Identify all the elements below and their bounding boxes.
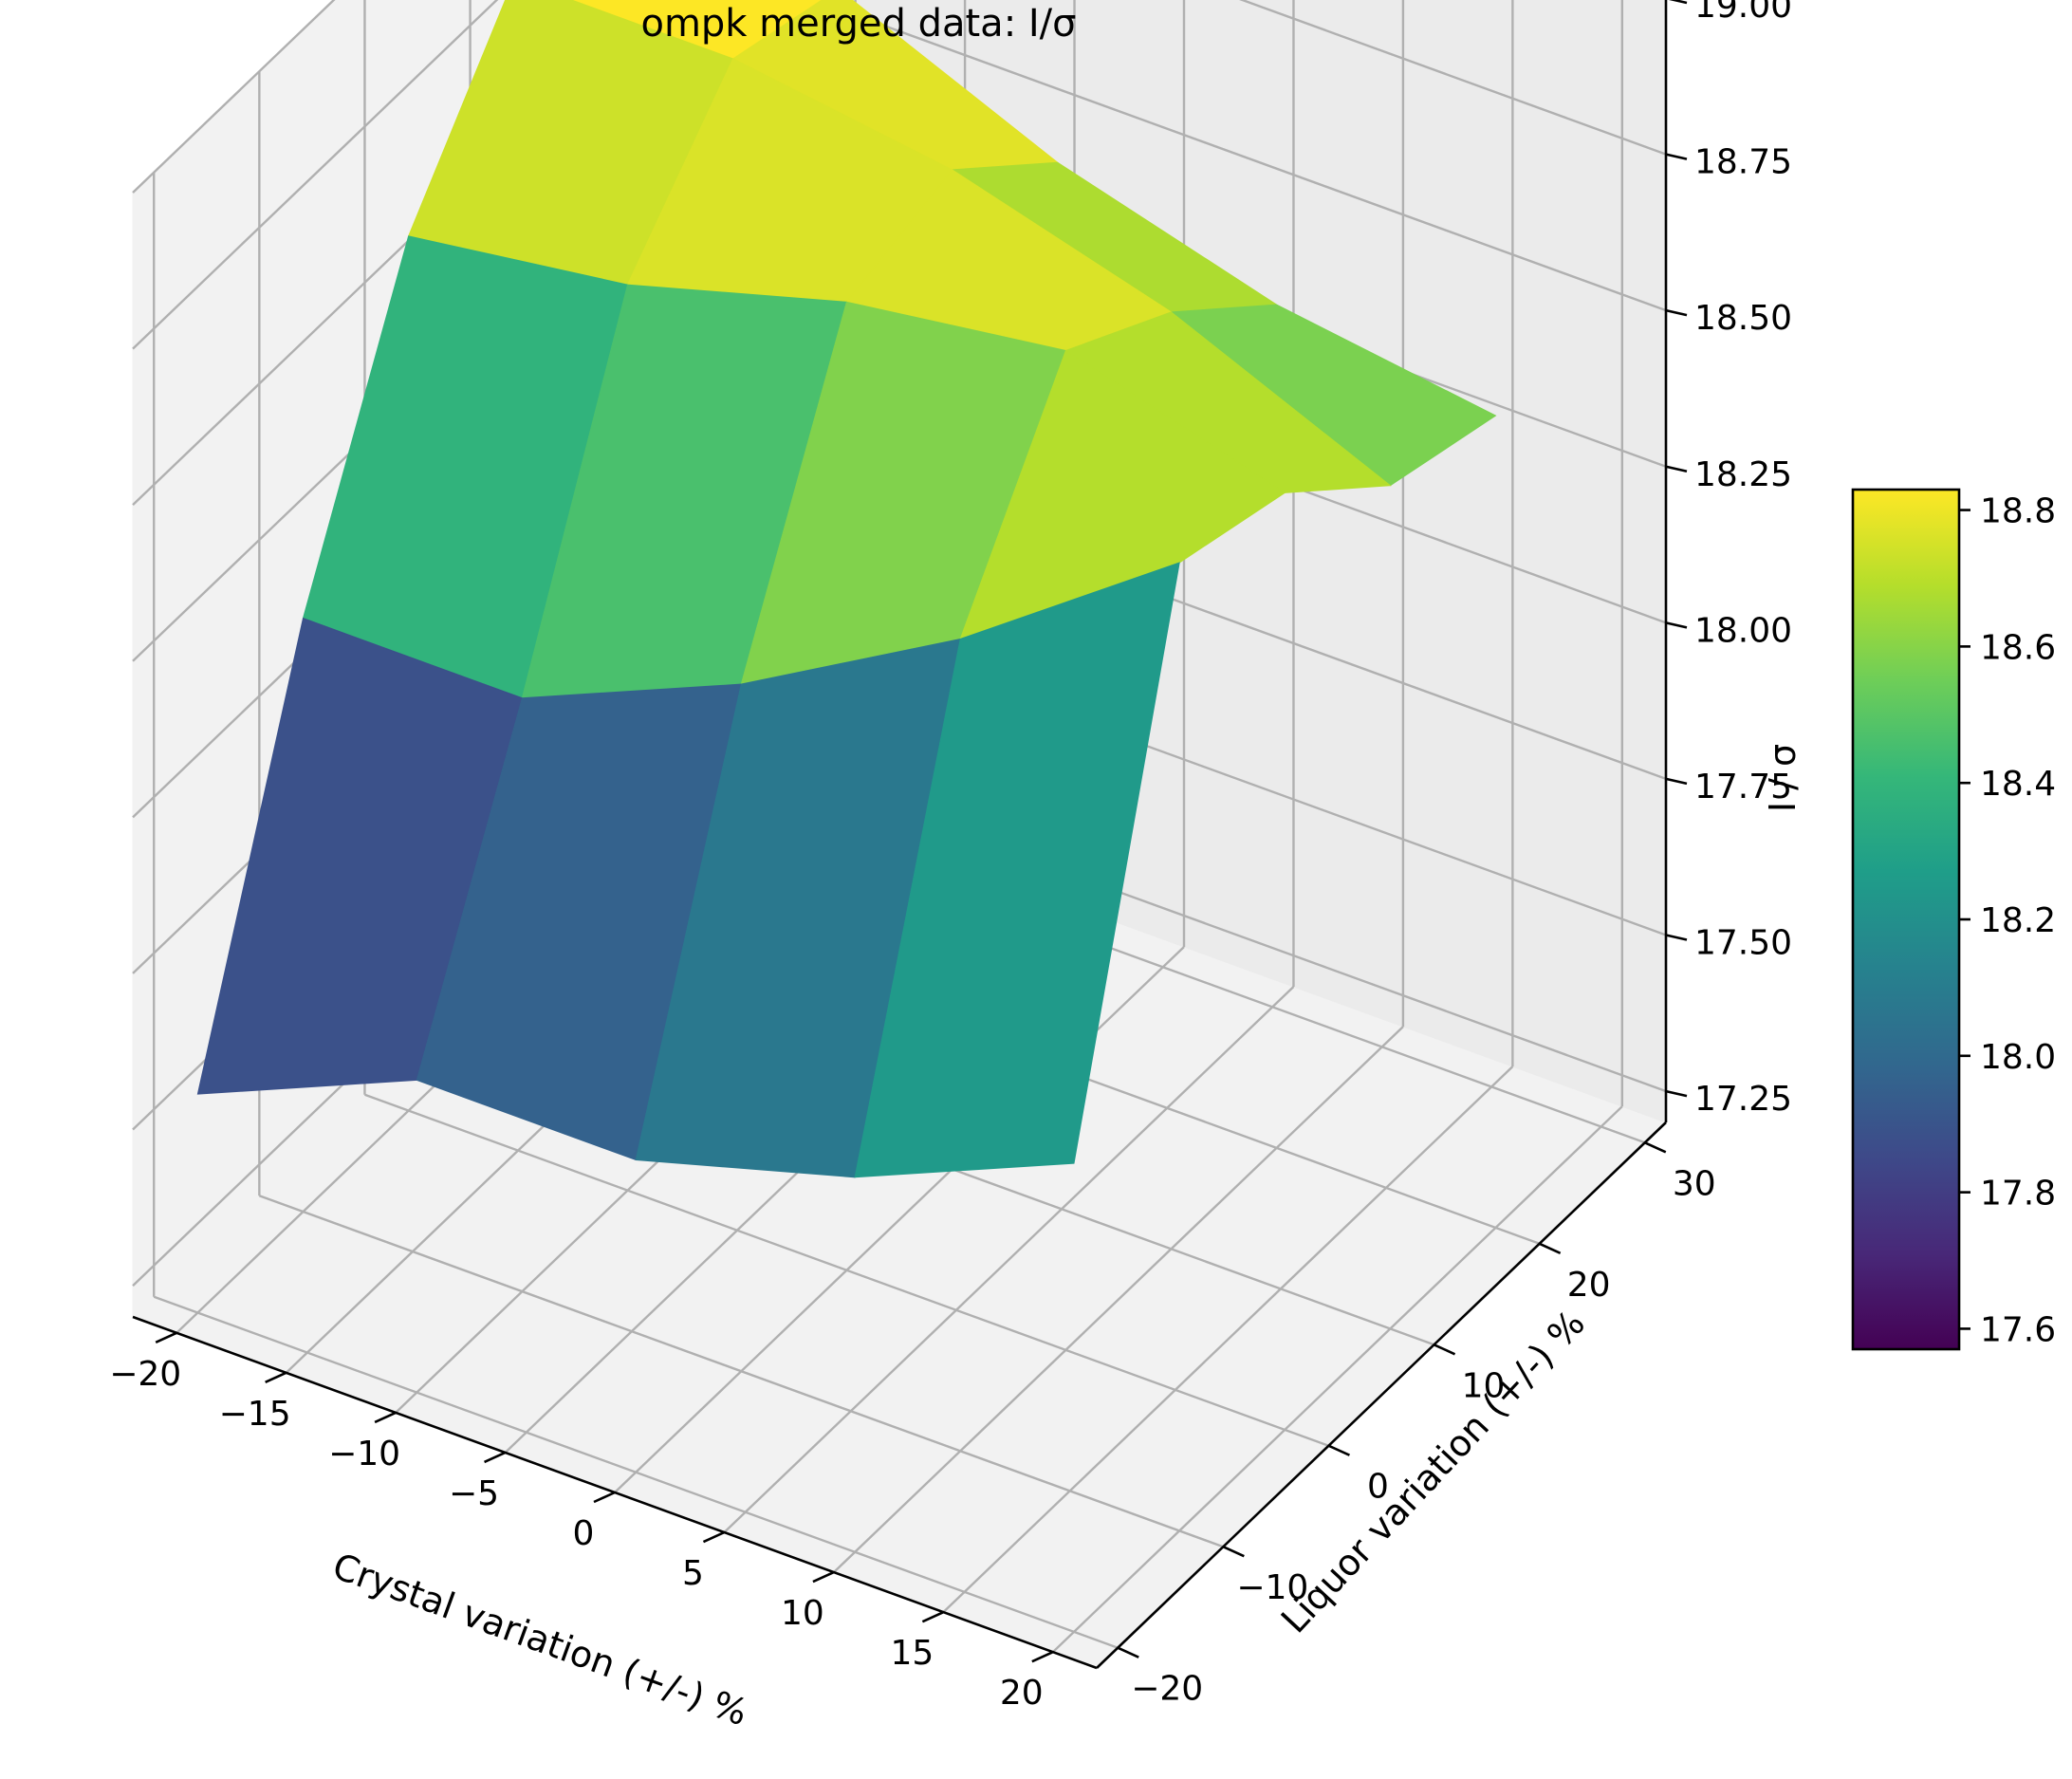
grid-line-x <box>833 1026 1404 1573</box>
z-tick-mark <box>1665 934 1688 941</box>
z-tick-mark <box>1668 0 1688 5</box>
y-tick-label: 10 <box>1462 1366 1506 1405</box>
z-tick-label: 19.00 <box>1694 0 1792 26</box>
x-tick-label: 0 <box>573 1514 595 1553</box>
y-tick-label: 0 <box>1367 1468 1389 1507</box>
x-tick-mark <box>812 1570 835 1584</box>
z-tick-label: 17.25 <box>1694 1080 1792 1119</box>
z-tick-mark <box>1665 777 1688 786</box>
y-tick-label: 20 <box>1567 1266 1611 1305</box>
z-tick-label: 18.25 <box>1694 455 1792 494</box>
colorbar-tick-label: 18.6 <box>1980 628 2056 667</box>
surface-faces <box>196 0 1497 1178</box>
x-tick-mark <box>155 1331 177 1344</box>
grid-line-z <box>132 0 499 350</box>
y-tick-mark <box>1539 1242 1562 1254</box>
grid-line-x <box>942 1066 1514 1614</box>
colorbar-tick-label: 18.2 <box>1980 901 2056 940</box>
x-tick-mark <box>921 1610 944 1623</box>
z-tick-mark <box>1665 153 1688 160</box>
x-tick-label: 20 <box>1000 1674 1044 1713</box>
grid-line-x <box>1051 1105 1623 1654</box>
z-axis-label: I / σ <box>1762 744 1804 812</box>
colorbar-tick-label: 18.4 <box>1980 765 2056 804</box>
z-tick-mark <box>1665 465 1688 473</box>
x-tick-mark <box>593 1491 616 1504</box>
z-tick-label: 18.00 <box>1694 611 1792 650</box>
y-tick-mark <box>1327 1444 1350 1456</box>
x-tick-mark <box>265 1371 287 1384</box>
y-tick-label: −10 <box>1236 1568 1308 1607</box>
surface-face <box>854 562 1180 1178</box>
z-tick-mark <box>1665 308 1688 317</box>
z-tick-label: 18.75 <box>1694 143 1792 182</box>
x-tick-label: 10 <box>781 1594 824 1633</box>
colorbar-gradient <box>1851 488 1961 1351</box>
x-tick-mark <box>484 1451 507 1464</box>
grid-line-y <box>258 1195 1224 1548</box>
y-tick-mark <box>1117 1646 1139 1659</box>
z-tick-mark <box>1665 1089 1688 1098</box>
y-tick-mark <box>1222 1546 1245 1558</box>
y-tick-label: 30 <box>1673 1164 1716 1203</box>
x-tick-label: −15 <box>219 1395 291 1434</box>
x-tick-label: 15 <box>890 1634 934 1673</box>
colorbar-tick-label: 18.0 <box>1980 1038 2056 1077</box>
x-tick-label: −10 <box>328 1435 400 1473</box>
z-tick-mark <box>1665 621 1688 629</box>
grid-line-z <box>132 0 336 194</box>
x-tick-mark <box>374 1411 397 1424</box>
chart-title: ompk merged data: I/σ <box>640 2 1076 46</box>
y-tick-mark <box>1434 1344 1456 1356</box>
grid-line-y <box>153 1295 1119 1649</box>
colorbar-tick-label: 17.8 <box>1980 1175 2056 1214</box>
x-tick-label: 5 <box>682 1554 704 1593</box>
colorbar-tick-label: 18.8 <box>1980 492 2056 531</box>
x-tick-label: −20 <box>109 1355 181 1394</box>
x-tick-mark <box>1031 1650 1054 1663</box>
z-tick-label: 18.50 <box>1694 299 1792 338</box>
y-tick-mark <box>1644 1141 1667 1154</box>
axis-tick-labels: −20 −15 −10 −5 0 5 10 15 20 −20 −10 0 10 20 30 17.25 17.… <box>109 0 1792 1713</box>
x-tick-mark <box>702 1530 725 1544</box>
grid-line-y <box>364 1093 1329 1447</box>
z-tick-label: 17.50 <box>1694 924 1792 963</box>
colorbar: 17.6 17.8 18.0 18.2 18.4 18.6 18.8 <box>1851 488 2056 1351</box>
axis-lines <box>132 0 1688 1670</box>
colorbar-tick-label: 17.6 <box>1980 1310 2056 1349</box>
y-tick-label: −20 <box>1131 1670 1203 1709</box>
y-axis-line <box>1096 1121 1667 1669</box>
grid-line-x <box>723 986 1295 1533</box>
x-tick-label: −5 <box>449 1474 499 1513</box>
grid-line-z <box>1239 0 1667 156</box>
z-tick-label: 17.75 <box>1694 768 1792 806</box>
